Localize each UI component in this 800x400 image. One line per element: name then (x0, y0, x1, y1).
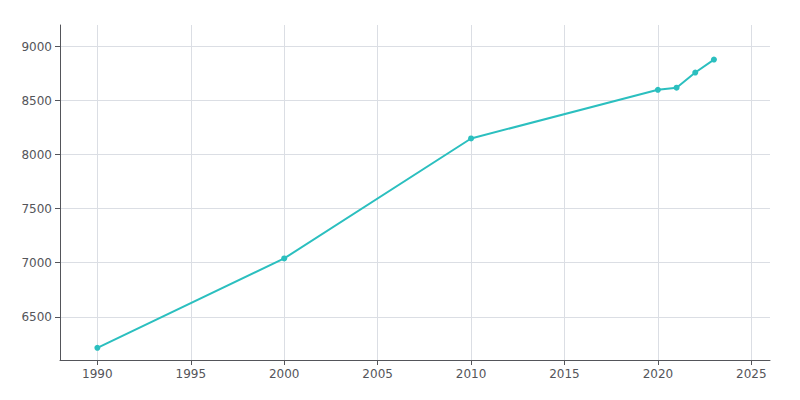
svg-text:2025: 2025 (736, 367, 767, 381)
svg-text:9000: 9000 (21, 40, 52, 54)
svg-text:8500: 8500 (21, 94, 52, 108)
svg-text:6500: 6500 (21, 310, 52, 324)
svg-text:7500: 7500 (21, 202, 52, 216)
svg-text:2020: 2020 (643, 367, 674, 381)
svg-text:1995: 1995 (176, 367, 207, 381)
svg-text:1990: 1990 (82, 367, 113, 381)
svg-text:8000: 8000 (21, 148, 52, 162)
svg-text:2005: 2005 (362, 367, 393, 381)
svg-text:2015: 2015 (549, 367, 580, 381)
svg-text:2000: 2000 (269, 367, 300, 381)
svg-text:2010: 2010 (456, 367, 487, 381)
svg-text:7000: 7000 (21, 256, 52, 270)
